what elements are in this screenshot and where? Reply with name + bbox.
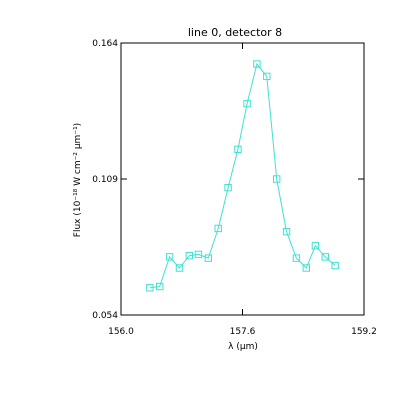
- data-point: [282, 227, 291, 236]
- y-tick-label: 0.109: [92, 175, 118, 185]
- data-point: [156, 282, 164, 291]
- chart-title: line 0, detector 8: [188, 26, 282, 39]
- data-point: [204, 254, 213, 262]
- data-point: [146, 284, 154, 292]
- x-tick-label: 159.2: [351, 327, 377, 337]
- data-point: [243, 99, 251, 108]
- data-point: [224, 183, 232, 192]
- y-axis-label: Flux (10⁻¹⁸ W cm⁻² μm⁻¹): [73, 123, 83, 237]
- x-axis-label: λ (μm): [228, 342, 258, 352]
- x-tick-label: 157.6: [230, 327, 256, 337]
- series-line: [149, 62, 336, 289]
- data-point: [214, 224, 222, 233]
- plot-frame: [120, 42, 365, 316]
- data-point: [253, 60, 261, 68]
- axes: 156.0 157.6 159.2 0.054 0.109 0.164: [92, 39, 377, 337]
- x-tick-label: 156.0: [108, 327, 134, 337]
- y-tick-label: 0.164: [92, 39, 118, 49]
- data-point: [331, 261, 339, 270]
- series-markers: [146, 60, 339, 292]
- data-point: [234, 145, 242, 154]
- data-point: [302, 264, 310, 272]
- data-point: [165, 253, 174, 261]
- data-point: [292, 254, 301, 262]
- data-point: [263, 72, 271, 81]
- data-point: [194, 250, 203, 259]
- data-point: [175, 264, 184, 272]
- y-tick-label: 0.054: [92, 311, 118, 321]
- data-point: [311, 242, 320, 250]
- data-point: [321, 253, 329, 261]
- data-point: [185, 251, 194, 260]
- data-point: [272, 175, 281, 183]
